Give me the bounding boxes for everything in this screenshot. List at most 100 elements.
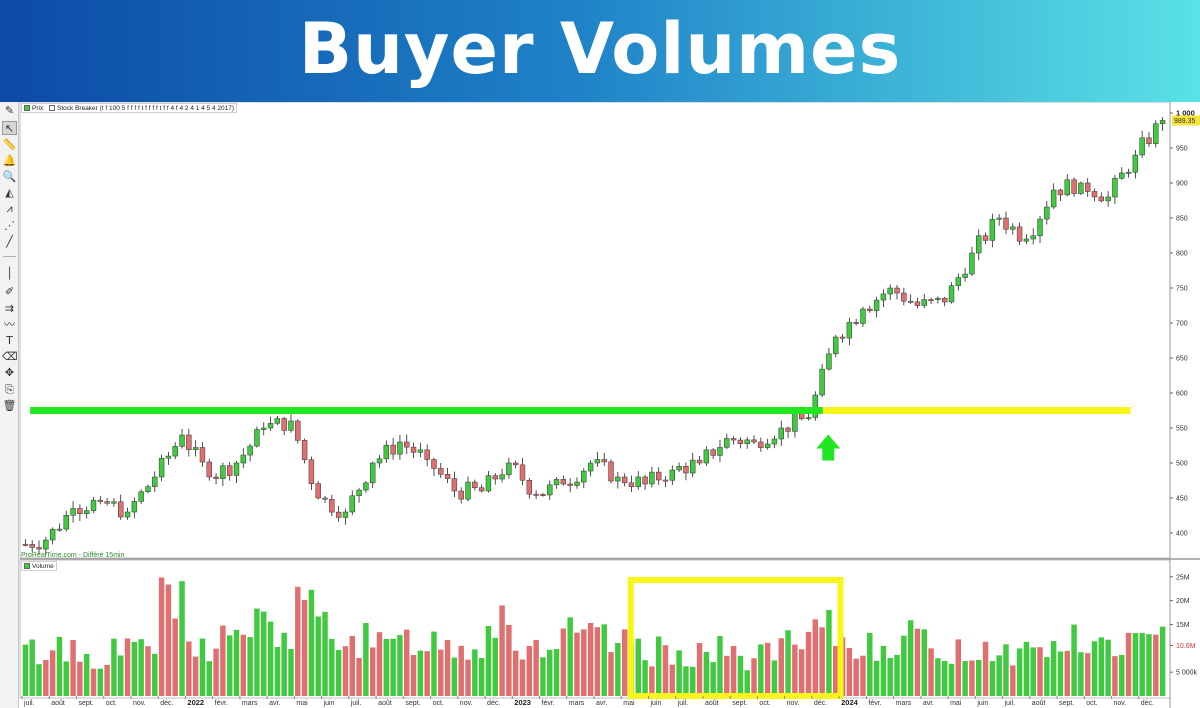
- candle-body: [111, 501, 117, 504]
- eraser-icon[interactable]: ⌫: [2, 350, 18, 363]
- month-label: avr.: [923, 700, 934, 707]
- volume-bar: [485, 625, 492, 696]
- volume-bar: [329, 638, 335, 696]
- candle-body: [962, 273, 968, 278]
- candle: [1132, 149, 1139, 179]
- candle-body: [131, 501, 138, 513]
- candle: [587, 460, 594, 477]
- volume-legend: Volume: [21, 561, 57, 571]
- volume-bar: [465, 659, 471, 696]
- candle-body: [833, 336, 839, 355]
- candle-body: [458, 490, 464, 500]
- fibonacci-icon[interactable]: ◭: [5, 186, 14, 199]
- anchor-line-icon[interactable]: ⋰: [4, 219, 15, 232]
- volume-bar: [158, 577, 165, 696]
- volume-bar: [1037, 647, 1043, 696]
- candle: [710, 448, 716, 460]
- volume-bar: [104, 664, 110, 696]
- candle: [138, 489, 144, 505]
- candle-body: [540, 494, 546, 496]
- candle: [696, 455, 703, 465]
- month-label: sept.: [405, 700, 420, 707]
- candle: [1091, 188, 1098, 202]
- candle: [192, 440, 199, 457]
- volume-bar: [819, 627, 825, 696]
- candle-body: [145, 486, 151, 492]
- trend-tool-icon[interactable]: ⩘: [6, 202, 13, 215]
- volume-bar: [451, 657, 458, 696]
- volume-bar: [301, 599, 308, 696]
- candle: [941, 296, 948, 307]
- month-label: mai: [296, 700, 308, 707]
- candle: [376, 455, 383, 468]
- candle: [478, 484, 485, 493]
- candle: [458, 487, 464, 504]
- candle-body: [996, 217, 1002, 220]
- candle: [1044, 201, 1050, 225]
- candle: [649, 466, 655, 488]
- trash-icon[interactable]: 🗑: [2, 399, 17, 412]
- candle: [1010, 223, 1016, 235]
- volume-bar: [526, 645, 533, 696]
- chart-area[interactable]: 1 000 950 900 850 800 750 700 650 600 550 500 450 40…: [0, 102, 1200, 708]
- volume-bar: [758, 644, 764, 696]
- volume-bar: [267, 621, 274, 696]
- candle: [1153, 120, 1159, 148]
- candle-body: [213, 476, 219, 479]
- candle-body: [955, 277, 962, 286]
- volume-bar: [342, 646, 349, 696]
- candle-body: [690, 459, 696, 474]
- candle-body: [295, 420, 301, 441]
- copy-icon[interactable]: ⎘: [5, 383, 14, 396]
- candle-body: [976, 235, 982, 254]
- candle-body: [506, 462, 512, 476]
- bell-icon[interactable]: 🔔: [2, 154, 17, 167]
- candle: [506, 457, 512, 479]
- candle: [969, 246, 975, 276]
- price-tick-label: 1 000: [1176, 109, 1195, 118]
- candle-body: [1125, 171, 1132, 174]
- cursor-icon[interactable]: ↖: [2, 121, 17, 135]
- chart-window: ✎ ↖ 📏 🔔 🔍 ◭ ⩘ ⋰ ╱ │ ✐ ⇉ 〰 T ⌫ ✥ ⎘ 🗑 1 000 950 900 850 800 750 7…: [0, 102, 1200, 708]
- wave-icon[interactable]: 〰: [4, 318, 15, 331]
- banner-title: Buyer Volumes: [298, 8, 902, 90]
- vertical-line-icon[interactable]: │: [6, 267, 13, 280]
- move-icon[interactable]: ✥: [4, 366, 15, 379]
- zoom-icon[interactable]: 🔍: [2, 170, 17, 183]
- candle: [451, 471, 458, 497]
- text-icon[interactable]: T: [6, 334, 13, 347]
- brush-icon[interactable]: ✐: [4, 285, 15, 298]
- candle-body: [717, 447, 723, 456]
- candle: [131, 497, 138, 519]
- candle-body: [1146, 137, 1152, 144]
- candle: [948, 282, 955, 304]
- ruler-icon[interactable]: 📏: [2, 138, 17, 151]
- candle-body: [1091, 191, 1098, 198]
- last-price-badge: [1172, 115, 1200, 126]
- month-label: 2023: [514, 698, 531, 707]
- volume-bar: [982, 641, 989, 696]
- volume-bar: [145, 646, 151, 696]
- candle-body: [1139, 137, 1145, 156]
- price-tick-label: 950: [1176, 146, 1188, 153]
- candle: [1139, 130, 1145, 158]
- candle-body: [438, 468, 444, 475]
- candle-body: [247, 445, 253, 456]
- volume-bar: [1003, 644, 1009, 696]
- month-label: déc.: [814, 700, 827, 707]
- month-label: sept.: [732, 700, 747, 707]
- candle-body: [478, 487, 485, 492]
- toolbar-separator: [3, 256, 16, 257]
- pencil-icon[interactable]: ✎: [4, 104, 15, 117]
- volume-bar: [1132, 633, 1139, 696]
- horizontal-line-icon[interactable]: ⇉: [4, 302, 15, 315]
- candle-body: [36, 547, 42, 550]
- candle: [907, 294, 914, 304]
- volume-bar: [404, 629, 410, 696]
- candle-body: [547, 484, 553, 496]
- volume-bar: [683, 666, 689, 696]
- line-icon[interactable]: ╱: [6, 235, 13, 248]
- candle-body: [138, 491, 144, 502]
- candle: [540, 492, 546, 497]
- volume-bar: [165, 584, 172, 696]
